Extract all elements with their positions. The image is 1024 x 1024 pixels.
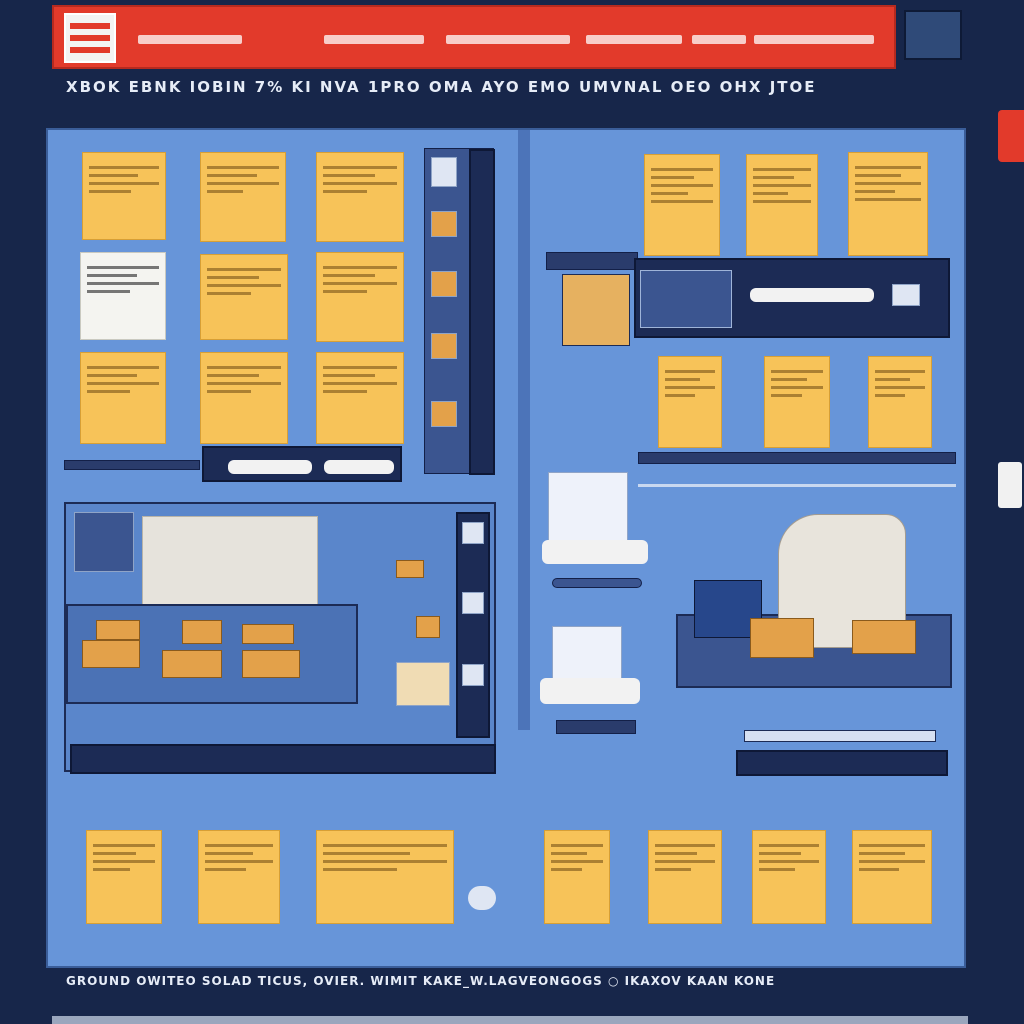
tool-icon[interactable] (462, 592, 484, 614)
poster-thumbnail[interactable] (548, 472, 628, 542)
image-icon[interactable] (640, 270, 732, 328)
tool-icon[interactable] (431, 401, 457, 427)
divider-bar (556, 720, 636, 734)
chair-icon (242, 624, 294, 644)
tool-icon[interactable] (462, 522, 484, 544)
card[interactable] (80, 252, 166, 340)
card[interactable] (80, 352, 166, 444)
divider-line (638, 484, 956, 487)
chair-icon (182, 620, 222, 644)
main-panel (46, 128, 966, 968)
slider-track[interactable] (552, 578, 642, 588)
chair-icon (750, 618, 814, 658)
card[interactable] (544, 830, 610, 924)
scene-thumbnail[interactable] (74, 512, 134, 572)
tool-rail (456, 512, 490, 738)
card[interactable] (316, 152, 404, 242)
chair-icon (162, 650, 222, 678)
round-badge[interactable] (468, 886, 496, 910)
card[interactable] (316, 252, 404, 342)
header-segment[interactable] (692, 35, 746, 44)
card[interactable] (82, 152, 166, 240)
header-segment[interactable] (586, 35, 682, 44)
card[interactable] (746, 154, 818, 256)
card[interactable] (86, 830, 162, 924)
card[interactable] (316, 830, 454, 924)
card[interactable] (764, 356, 830, 448)
tool-icon[interactable] (431, 271, 457, 297)
tool-icon[interactable] (431, 157, 457, 187)
card[interactable] (648, 830, 722, 924)
bottom-scrollbar[interactable] (52, 1016, 968, 1024)
banner-rail (546, 252, 638, 270)
side-tab-white[interactable] (998, 462, 1022, 508)
banner-thumbnail[interactable] (562, 274, 630, 346)
divider-bar (744, 730, 936, 742)
chair-icon (852, 620, 916, 654)
page-subtitle: XBOK EBNK IOBIN 7% KI NVA 1PRO OMA AYO E… (66, 78, 817, 96)
thumbnail-icon[interactable] (892, 284, 920, 306)
panel-footer-bar (736, 750, 948, 776)
decor-icon (396, 662, 450, 706)
tool-icon[interactable] (462, 664, 484, 686)
header-segment[interactable] (754, 35, 874, 44)
divider-bar (638, 452, 956, 464)
tool-rail (469, 149, 495, 475)
poster-caption[interactable] (540, 678, 640, 704)
tool-strip (424, 148, 495, 475)
card[interactable] (644, 154, 720, 256)
card[interactable] (852, 830, 932, 924)
poster-thumbnail[interactable] (552, 626, 622, 682)
tool-icon[interactable] (431, 333, 457, 359)
card[interactable] (200, 152, 286, 242)
card[interactable] (316, 352, 404, 444)
footer-text: GROUND OWITEO SOLAD TICUS, OVIER. WIMIT … (66, 974, 776, 988)
action-pill[interactable] (228, 460, 312, 474)
header-segment[interactable] (446, 35, 570, 44)
card[interactable] (200, 254, 288, 340)
card[interactable] (868, 356, 932, 448)
card[interactable] (658, 356, 722, 448)
action-bar (202, 446, 402, 482)
tool-icon[interactable] (431, 211, 457, 237)
chair-icon (82, 640, 140, 668)
scene-panel (64, 502, 496, 772)
decor-icon (396, 560, 424, 578)
side-tab-red[interactable] (998, 110, 1024, 162)
card[interactable] (752, 830, 826, 924)
action-pill[interactable] (324, 460, 394, 474)
poster-caption[interactable] (542, 540, 648, 564)
card[interactable] (198, 830, 280, 924)
panel-footer-bar (70, 744, 496, 774)
column-divider (518, 130, 530, 730)
header-bar (52, 5, 896, 69)
divider-bar (64, 460, 200, 470)
banner-input[interactable] (750, 288, 874, 302)
card[interactable] (200, 352, 288, 444)
header-segment[interactable] (324, 35, 424, 44)
chair-icon (96, 620, 140, 640)
corner-tile[interactable] (904, 10, 962, 60)
logo-icon[interactable] (64, 13, 116, 63)
header-segment[interactable] (138, 35, 242, 44)
banner-bar (634, 258, 950, 338)
decor-icon (416, 616, 440, 638)
chair-icon (242, 650, 300, 678)
card[interactable] (848, 152, 928, 256)
